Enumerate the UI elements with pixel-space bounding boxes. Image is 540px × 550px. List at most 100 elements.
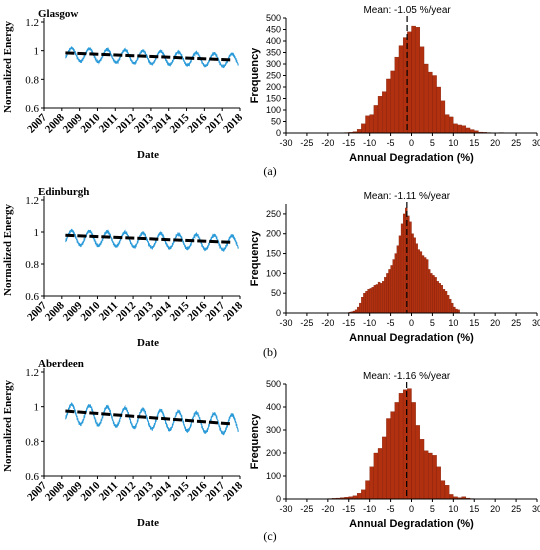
histogram-bar — [415, 425, 421, 500]
histogram-bar — [384, 277, 387, 314]
histogram-bar — [369, 114, 375, 134]
x-axis-label: Date — [137, 149, 159, 161]
histogram-bar — [407, 31, 412, 134]
histogram-bar — [444, 114, 450, 134]
x-tick-label: 5 — [430, 504, 435, 514]
y-tick-label: 300 — [266, 59, 281, 69]
y-tick-label: 250 — [266, 71, 281, 81]
y-axis-label: Frequency — [249, 230, 261, 287]
histogram-bar — [356, 129, 362, 134]
x-tick-label: 0 — [409, 504, 414, 514]
histogram-bar — [430, 273, 433, 314]
y-tick-label: 1.2 — [25, 367, 39, 379]
y-tick-label: 0 — [276, 128, 281, 138]
x-tick-label: -30 — [279, 138, 292, 148]
histogram-bar — [461, 125, 467, 134]
y-tick-label: 250 — [266, 209, 281, 219]
trend-line — [65, 51, 233, 62]
y-tick-label: 0.8 — [25, 436, 39, 448]
histogram-bar — [390, 70, 395, 134]
histogram-bar — [436, 86, 441, 134]
x-tick-label: 25 — [511, 318, 521, 328]
histogram-bar — [432, 275, 435, 314]
x-tick-label: -30 — [279, 318, 292, 328]
histogram-bar — [421, 255, 425, 314]
x-tick-label: -30 — [279, 504, 292, 514]
histogram-bar — [369, 466, 375, 500]
panel-label: (c) — [263, 529, 276, 543]
x-tick-label: 2018 — [221, 111, 245, 135]
histogram-bar — [417, 249, 421, 314]
histogram-bar — [440, 480, 446, 500]
histogram-bar — [365, 291, 368, 314]
mean-annotation: Mean: -1.11 %/year — [364, 191, 451, 202]
histogram-bar — [382, 436, 387, 500]
histogram-bar — [400, 223, 404, 314]
histogram-bar — [436, 466, 441, 500]
histogram-bar — [423, 63, 429, 134]
histogram-bar — [411, 25, 416, 134]
histogram-bar — [369, 288, 372, 314]
x-tick-label: 5 — [430, 138, 435, 148]
histogram-bar — [465, 127, 471, 134]
x-axis-label: Annual Degradation (%) — [349, 332, 474, 344]
x-tick-label: 10 — [448, 504, 458, 514]
histogram-bar — [425, 259, 429, 314]
histogram-bar — [455, 308, 458, 314]
histogram-bar — [396, 245, 400, 314]
x-tick-label: -5 — [387, 504, 395, 514]
chart-title: Edinburgh — [38, 186, 89, 198]
histogram-bar — [379, 283, 383, 314]
histogram-bar — [413, 237, 416, 314]
histogram-bar — [390, 265, 393, 314]
x-tick-label: -10 — [363, 504, 376, 514]
mean-annotation: Mean: -1.16 %/year — [363, 371, 451, 382]
x-tick-label: 10 — [448, 138, 458, 148]
histogram-bar — [386, 78, 391, 134]
histogram-bar — [373, 452, 379, 500]
histogram-bar — [390, 411, 395, 500]
y-tick-label: 300 — [266, 425, 281, 435]
y-tick-label: 50 — [271, 117, 281, 127]
histogram-bar — [386, 418, 391, 500]
histogram-bar — [407, 388, 412, 500]
histogram-bar — [394, 402, 400, 500]
y-tick-label: 0.6 — [25, 103, 39, 115]
y-axis-label: Normalized Energy — [2, 21, 14, 113]
histogram-bar — [411, 402, 416, 500]
histogram-bar — [428, 71, 433, 134]
x-tick-label: 30 — [532, 504, 540, 514]
histogram-bar — [428, 452, 433, 500]
y-tick-label: 350 — [266, 48, 281, 58]
y-tick-label: 200 — [266, 448, 281, 458]
histogram-bar — [356, 493, 362, 500]
y-tick-label: 1 — [34, 402, 40, 414]
x-tick-label: 30 — [532, 318, 540, 328]
histogram-bar — [457, 124, 462, 134]
histogram-bar — [440, 100, 446, 134]
x-tick-label: 25 — [511, 504, 521, 514]
histogram-bar — [367, 289, 370, 314]
x-tick-label: 20 — [490, 318, 500, 328]
chart-title: Glasgow — [38, 8, 78, 20]
histogram-bar — [373, 105, 379, 134]
x-tick-label: -20 — [321, 318, 334, 328]
histogram-bar — [361, 296, 364, 314]
chart-title: Aberdeen — [38, 358, 84, 370]
histogram-bar — [440, 285, 444, 314]
histogram-bar — [419, 251, 423, 314]
x-tick-label: 2018 — [221, 299, 245, 323]
y-tick-label: 100 — [266, 105, 281, 115]
y-tick-label: 0.6 — [25, 471, 39, 483]
histogram-bar — [394, 253, 398, 314]
y-tick-label: 150 — [266, 249, 281, 259]
y-tick-label: 200 — [266, 82, 281, 92]
histogram-bar — [392, 259, 395, 314]
histogram-bar — [398, 393, 404, 500]
x-tick-label: -15 — [342, 318, 355, 328]
histogram-bar — [432, 455, 437, 500]
x-axis-label: Date — [137, 337, 159, 349]
histogram-bar — [436, 281, 439, 314]
y-tick-label: 0 — [276, 494, 281, 504]
